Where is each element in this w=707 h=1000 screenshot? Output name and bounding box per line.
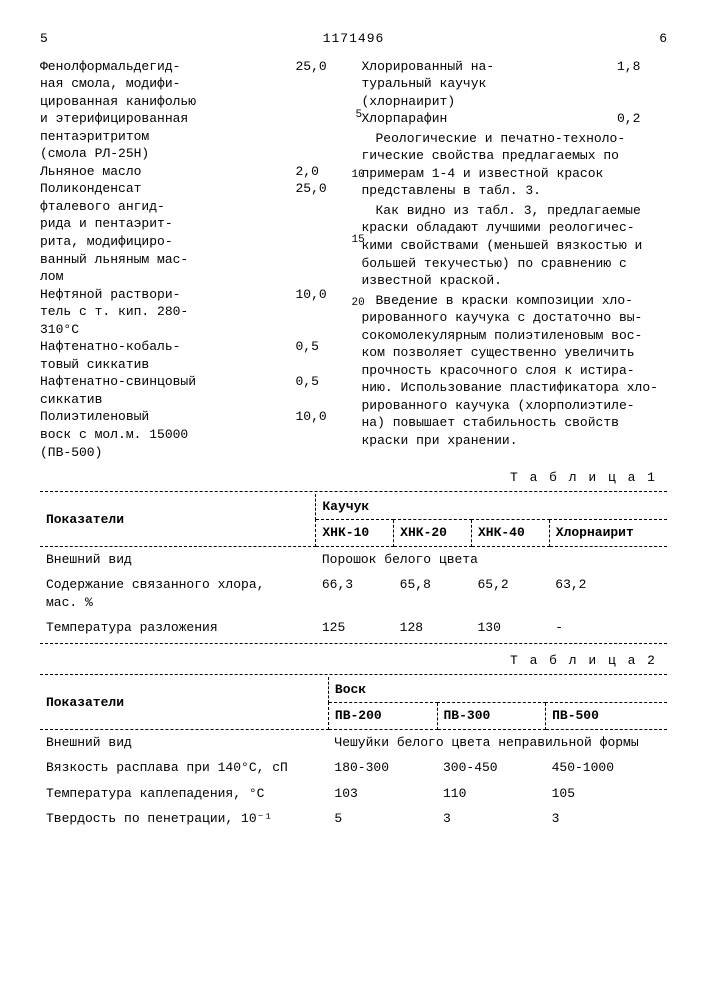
table-2: ПоказателиВоскПВ-200ПВ-300ПВ-500 Внешний …	[40, 677, 667, 832]
row-label: Внешний вид	[40, 546, 316, 572]
composition-name: Нафтенатно-кобаль-товый сиккатив	[40, 338, 290, 373]
composition-value: 10,0	[290, 408, 346, 461]
composition-row: Нафтенатно-кобаль-товый сиккатив0,5	[40, 338, 346, 373]
composition-value: 10,0	[290, 286, 346, 339]
composition-name: Нефтяной раствори-тель с т. кип. 280-310…	[40, 286, 290, 339]
row-label: Температура каплепадения, °С	[40, 781, 328, 807]
cell: 63,2	[549, 572, 667, 615]
table1-title: Т а б л и ц а 1	[40, 469, 657, 487]
th-sub: ПВ-200	[328, 703, 437, 730]
colnum-right: 6	[659, 30, 667, 48]
paragraph: Реологические и печатно-техноло-гические…	[362, 130, 668, 200]
cell: 300-450	[437, 755, 546, 781]
cell: 5	[328, 806, 437, 832]
cell: 3	[546, 806, 667, 832]
row-span-value: Порошок белого цвета	[316, 546, 667, 572]
doc-number: 1171496	[48, 30, 659, 48]
table-1: ПоказателиКаучукХНК-10ХНК-20ХНК-40Хлорна…	[40, 494, 667, 641]
composition-row: Хлорированный на-туральный каучук(хлорна…	[362, 58, 668, 111]
composition-name: Хлорированный на-туральный каучук(хлорна…	[362, 58, 612, 111]
composition-name: Поликонденсатфталевого ангид-рида и пент…	[40, 180, 290, 285]
row-label: Внешний вид	[40, 729, 328, 755]
th-indicators: Показатели	[40, 677, 328, 730]
composition-name: Фенолформальдегид-ная смола, модифи-циро…	[40, 58, 290, 163]
cell: -	[549, 615, 667, 641]
composition-value: 1,8	[611, 58, 667, 111]
page-header: 5 1171496 6	[40, 30, 667, 48]
cell: 130	[471, 615, 549, 641]
composition-name: Льняное масло	[40, 163, 290, 181]
composition-name: Полиэтиленовыйвоск с мол.м. 15000(ПВ-500…	[40, 408, 290, 461]
th-sub: Хлорнаирит	[549, 520, 667, 547]
th-sub: ХНК-40	[471, 520, 549, 547]
cell: 105	[546, 781, 667, 807]
cell: 128	[394, 615, 472, 641]
composition-row: Полиэтиленовыйвоск с мол.м. 15000(ПВ-500…	[40, 408, 346, 461]
cell: 450-1000	[546, 755, 667, 781]
line-number: 5	[356, 108, 363, 123]
row-label: Содержание связанного хлора,мас. %	[40, 572, 316, 615]
composition-row: Льняное масло2,0	[40, 163, 346, 181]
paragraph: Введение в краски композиции хло-рирован…	[362, 292, 668, 450]
composition-value: 0,5	[290, 373, 346, 408]
composition-value: 25,0	[290, 58, 346, 163]
composition-value: 0,2	[611, 110, 667, 128]
th-sub: ХНК-20	[394, 520, 472, 547]
cell: 125	[316, 615, 394, 641]
composition-name: Нафтенатно-свинцовыйсиккатив	[40, 373, 290, 408]
paragraph: Как видно из табл. 3, предлагаемыекраски…	[362, 202, 668, 290]
left-column: Фенолформальдегид-ная смола, модифи-циро…	[40, 58, 346, 462]
th-sub: ХНК-10	[316, 520, 394, 547]
row-label: Вязкость расплава при 140°С, сП	[40, 755, 328, 781]
row-label: Температура разложения	[40, 615, 316, 641]
composition-row: Хлорпарафин0,2	[362, 110, 668, 128]
two-column-body: Фенолформальдегид-ная смола, модифи-циро…	[40, 58, 667, 462]
cell: 66,3	[316, 572, 394, 615]
line-number: 10	[352, 168, 365, 183]
composition-row: Фенолформальдегид-ная смола, модифи-циро…	[40, 58, 346, 163]
th-indicators: Показатели	[40, 494, 316, 547]
colnum-left: 5	[40, 30, 48, 48]
cell: 65,2	[471, 572, 549, 615]
table2-title: Т а б л и ц а 2	[40, 652, 657, 670]
cell: 65,8	[394, 572, 472, 615]
composition-name: Хлорпарафин	[362, 110, 612, 128]
th-sub: ПВ-500	[546, 703, 667, 730]
composition-row: Нефтяной раствори-тель с т. кип. 280-310…	[40, 286, 346, 339]
row-span-value: Чешуйки белого цвета неправильной формы	[328, 729, 667, 755]
composition-value: 2,0	[290, 163, 346, 181]
th-sub: ПВ-300	[437, 703, 546, 730]
cell: 110	[437, 781, 546, 807]
composition-row: Нафтенатно-свинцовыйсиккатив0,5	[40, 373, 346, 408]
cell: 103	[328, 781, 437, 807]
divider	[40, 491, 667, 492]
line-number: 15	[352, 233, 365, 248]
th-group: Воск	[328, 677, 667, 703]
composition-value: 25,0	[290, 180, 346, 285]
composition-row: Поликонденсатфталевого ангид-рида и пент…	[40, 180, 346, 285]
composition-value: 0,5	[290, 338, 346, 373]
row-label: Твердость по пенетрации, 10⁻¹	[40, 806, 328, 832]
th-group: Каучук	[316, 494, 667, 520]
line-number: 20	[352, 296, 365, 311]
cell: 180-300	[328, 755, 437, 781]
right-column: 5 10 15 20 Хлорированный на-туральный ка…	[362, 58, 668, 462]
divider	[40, 674, 667, 675]
cell: 3	[437, 806, 546, 832]
